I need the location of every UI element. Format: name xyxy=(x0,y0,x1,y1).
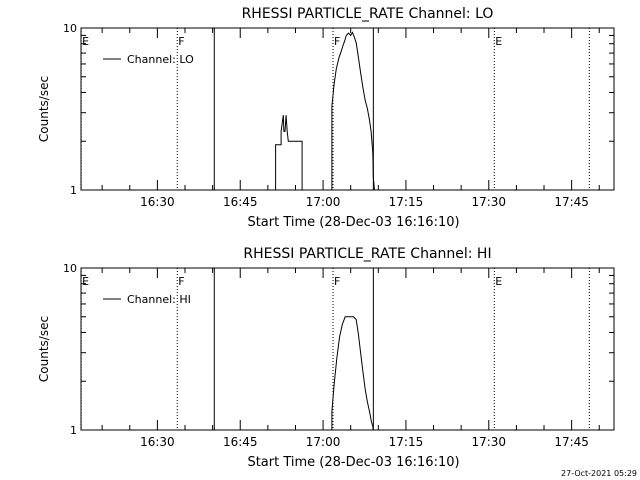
x-tick-label: 16:30 xyxy=(140,195,175,209)
flag-marker-label: F xyxy=(178,35,184,48)
x-tick-label: 17:30 xyxy=(471,435,506,449)
x-tick-label: 16:30 xyxy=(140,435,175,449)
x-tick-label: 17:15 xyxy=(389,195,424,209)
x-axis-label: Start Time (28-Dec-03 16:16:10) xyxy=(247,455,459,470)
x-tick-label: 16:45 xyxy=(223,195,258,209)
panel-lo: RHESSI PARTICLE_RATE Channel: LO 1 10 Count… xyxy=(37,6,615,230)
legend-label: Channel: LO xyxy=(127,53,194,66)
x-axis-label: Start Time (28-Dec-03 16:16:10) xyxy=(247,215,459,230)
panel-hi: RHESSI PARTICLE_RATE Channel: HI 1 10 Count… xyxy=(37,246,615,470)
flag-marker-label: E xyxy=(82,275,89,288)
y-tick-label: 10 xyxy=(63,22,77,35)
flag-marker-label: E xyxy=(495,275,502,288)
y-tick-label: 1 xyxy=(70,184,77,197)
x-tick-label: 17:45 xyxy=(554,195,589,209)
y-axis-label: Counts/sec xyxy=(37,316,51,382)
x-tick-label: 17:30 xyxy=(471,195,506,209)
flag-marker-label: E xyxy=(495,35,502,48)
chart-title: RHESSI PARTICLE_RATE Channel: HI xyxy=(243,246,491,262)
footer-timestamp: 27-Oct-2021 05:29 xyxy=(561,469,637,478)
x-tick-label: 17:00 xyxy=(306,435,341,449)
series-line xyxy=(275,31,375,191)
series-line xyxy=(331,316,374,431)
y-axis-label: Counts/sec xyxy=(37,76,51,142)
y-tick-label: 1 xyxy=(70,424,77,437)
x-tick-label: 17:00 xyxy=(306,195,341,209)
chart-title: RHESSI PARTICLE_RATE Channel: LO xyxy=(242,6,494,22)
x-tick-label: 17:15 xyxy=(389,435,424,449)
flag-marker-label: F xyxy=(334,275,340,288)
x-tick-label: 16:45 xyxy=(223,435,258,449)
flag-marker-label: F xyxy=(178,275,184,288)
x-tick-label: 17:45 xyxy=(554,435,589,449)
legend-label: Channel: HI xyxy=(127,293,191,306)
y-tick-label: 10 xyxy=(63,262,77,275)
flag-marker-label: F xyxy=(334,35,340,48)
flag-marker-label: E xyxy=(82,35,89,48)
